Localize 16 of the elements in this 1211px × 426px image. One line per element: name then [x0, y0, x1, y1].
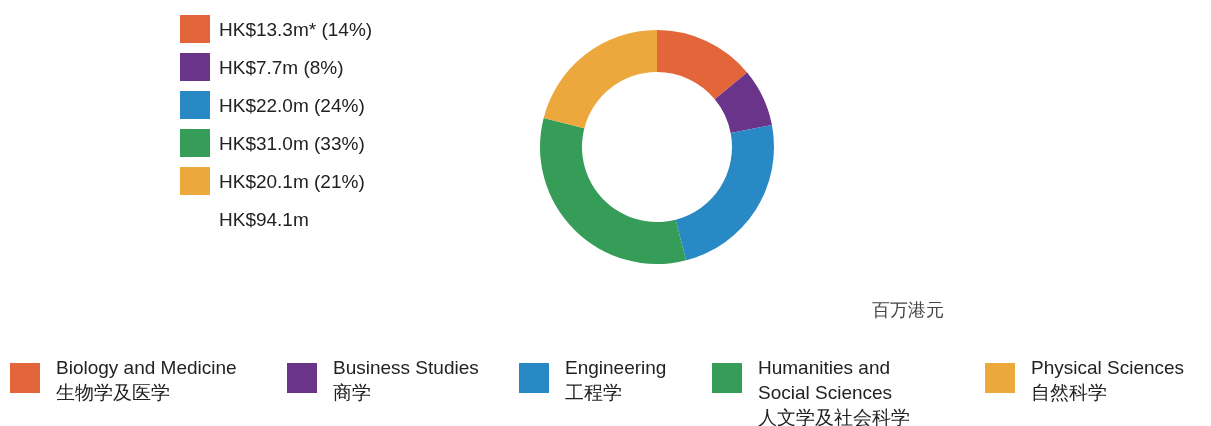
text: 百万港元: [872, 300, 944, 320]
text: HK$20.1m (21%): [219, 171, 365, 192]
legend-label: Physical Sciences 自然科学: [1031, 357, 1185, 403]
donut-slice: [657, 30, 748, 100]
text: HK$7.7m (8%): [219, 57, 344, 78]
donut-slice: [540, 117, 687, 264]
text: HK$13.3m* (14%): [219, 19, 373, 40]
legend-label: Business Studies 商学: [333, 357, 479, 403]
legend-label: Engineering 工程学: [565, 357, 667, 403]
text: HK$22.0m (24%): [219, 95, 365, 116]
donut-slice: [675, 125, 774, 261]
donut-slice: [714, 72, 772, 133]
text: HK$94.1m: [219, 209, 309, 230]
text: HK$31.0m (33%): [219, 133, 365, 154]
legend-label: Biology and Medicine 生物学及医学: [56, 357, 237, 403]
donut-slice: [543, 30, 657, 129]
